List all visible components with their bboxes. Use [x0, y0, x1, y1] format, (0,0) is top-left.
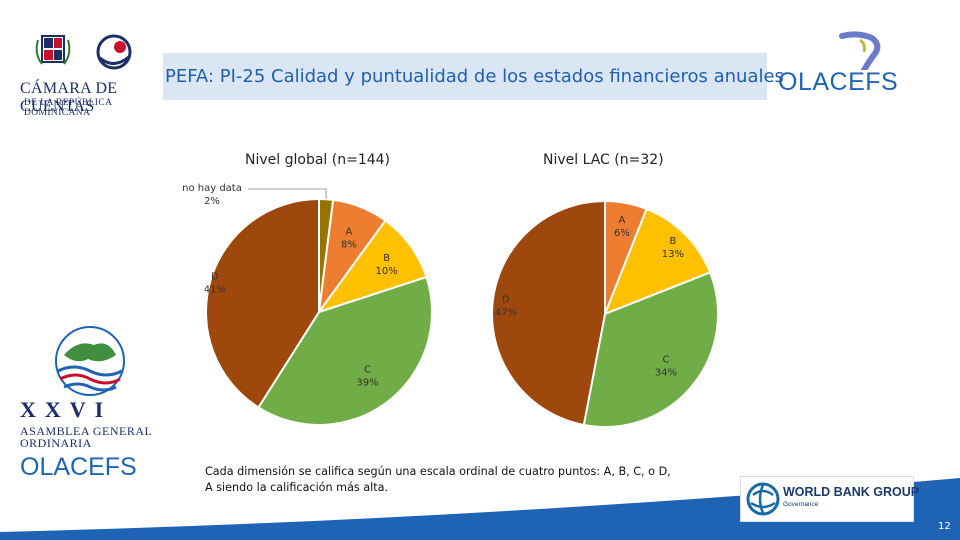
xxvi-assembly-logo: XXVI ASAMBLEA GENERAL ORDINARIA OLACEFS — [18, 325, 160, 485]
caption-line-1: Cada dimensión se califica según una esc… — [205, 465, 671, 478]
globe-icon — [746, 482, 780, 516]
pie-1-label-C: C — [662, 354, 669, 365]
caption: Cada dimensión se califica según una esc… — [205, 464, 725, 496]
camara-de-cuentas-logo: CÁMARA DE CUENTAS DE LA REPÚBLICA DOMINI… — [14, 30, 160, 120]
pie-1-label-D: D — [502, 295, 510, 306]
olacefs-logo: OLACEFS — [772, 30, 898, 120]
assembly-line-2: ORDINARIA — [20, 436, 92, 450]
chart-title-lac: Nivel LAC (n=32) — [543, 152, 664, 168]
chart-title-global: Nivel global (n=144) — [245, 152, 390, 168]
coat-of-arms-icon — [35, 34, 132, 70]
pie-1-slice-C — [582, 271, 719, 428]
pie-0-label-no-hay-data: no hay data — [182, 183, 242, 194]
caption-line-2: A siendo la calificación más alta. — [205, 481, 389, 494]
americas-map-icon — [839, 31, 881, 70]
camara-sub: DE LA REPÚBLICA DOMINICANA — [24, 98, 112, 118]
assembly-org: OLACEFS — [20, 453, 137, 481]
pie-1-value-B: 13% — [662, 249, 684, 260]
pie-0-label-A: A — [346, 226, 353, 237]
pie-0-value-A: 8% — [341, 239, 357, 250]
assembly-number: XXVI — [20, 397, 113, 422]
assembly-line-1: ASAMBLEA GENERAL — [20, 424, 153, 438]
pie-1-value-A: 6% — [614, 228, 630, 239]
island-globe-icon — [55, 326, 125, 396]
camara-name: CÁMARA DE CUENTAS — [20, 80, 118, 115]
pie-0-slice-D — [205, 197, 320, 409]
assembly-title: ASAMBLEA GENERAL ORDINARIA — [20, 425, 152, 449]
pie-0-label-B: B — [383, 253, 390, 264]
slide-title: PEFA: PI-25 Calidad y puntualidad de los… — [165, 66, 784, 87]
world-bank-group-logo: WORLD BANK GROUP Governance — [740, 476, 919, 522]
pie-1-label-B: B — [669, 236, 676, 247]
pie-0-slice-C — [257, 275, 433, 426]
pie-0-value-B: 10% — [376, 266, 398, 277]
wbg-name: WORLD BANK GROUP — [783, 485, 920, 499]
no-data-leader-line — [248, 188, 327, 200]
pie-0-slice-B — [316, 219, 428, 314]
pie-1-value-D: 47% — [495, 308, 517, 319]
olacefs-name: OLACEFS — [778, 68, 899, 96]
pie-1-slice-D — [491, 199, 606, 427]
pie-0-value-no-hay-data: 2% — [204, 196, 220, 207]
pie-0-label-C: C — [364, 365, 371, 376]
pie-0-value-C: 39% — [356, 378, 378, 389]
pie-0-value-D: 41% — [204, 285, 226, 296]
pie-1-slice-B — [603, 207, 712, 316]
slide-title-bar: PEFA: PI-25 Calidad y puntualidad de los… — [163, 53, 784, 100]
wbg-sub: Governance — [783, 501, 819, 508]
page-number: 12 — [938, 521, 951, 532]
pie-1-value-C: 34% — [655, 367, 677, 378]
pie-0-label-D: D — [211, 272, 219, 283]
pie-1-label-A: A — [619, 215, 626, 226]
